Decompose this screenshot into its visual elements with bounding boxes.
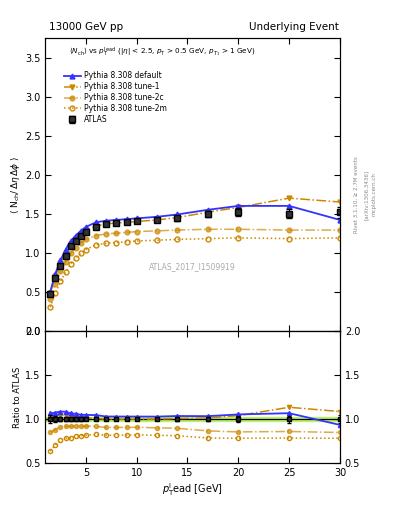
Pythia 8.308 tune-1: [48, 290, 53, 296]
Pythia 8.308 tune-1: [58, 260, 63, 266]
Pythia 8.308 tune-2c: [83, 237, 88, 243]
Pythia 8.308 tune-2m: [114, 240, 119, 246]
Pythia 8.308 tune-1: [114, 220, 119, 226]
Pythia 8.308 tune-1: [134, 219, 139, 225]
Pythia 8.308 tune-2m: [58, 279, 63, 285]
Pythia 8.308 tune-1: [104, 221, 108, 227]
Text: 13000 GeV pp: 13000 GeV pp: [49, 22, 123, 32]
Pythia 8.308 tune-1: [154, 217, 159, 223]
Pythia 8.308 tune-2c: [124, 229, 129, 236]
Pythia 8.308 tune-2c: [287, 227, 292, 233]
Y-axis label: Ratio to ATLAS: Ratio to ATLAS: [13, 366, 22, 428]
Pythia 8.308 default: [73, 232, 78, 239]
Pythia 8.308 tune-2m: [83, 246, 88, 252]
Text: Rivet 3.1.10, ≥ 2.7M events: Rivet 3.1.10, ≥ 2.7M events: [354, 156, 359, 233]
Pythia 8.308 tune-2c: [114, 230, 119, 236]
Pythia 8.308 tune-2m: [73, 255, 78, 261]
Pythia 8.308 tune-2m: [53, 290, 58, 296]
Pythia 8.308 tune-2c: [338, 227, 342, 233]
Pythia 8.308 default: [124, 216, 129, 222]
Text: mcplots.cern.ch: mcplots.cern.ch: [371, 173, 376, 217]
Pythia 8.308 tune-2c: [58, 268, 63, 274]
Pythia 8.308 default: [175, 211, 180, 218]
Pythia 8.308 default: [134, 216, 139, 222]
Pythia 8.308 default: [114, 217, 119, 223]
Pythia 8.308 default: [63, 246, 68, 252]
Bar: [45, 417, 340, 421]
Pythia 8.308 default: [206, 207, 210, 213]
Pythia 8.308 tune-1: [206, 209, 210, 215]
Pythia 8.308 default: [338, 217, 342, 223]
Pythia 8.308 tune-2m: [124, 239, 129, 245]
Pythia 8.308 tune-2m: [154, 237, 159, 243]
Pythia 8.308 tune-2c: [134, 228, 139, 234]
Pythia 8.308 tune-2c: [53, 281, 58, 287]
Pythia 8.308 tune-2m: [79, 250, 83, 257]
Y-axis label: $\langle$ N$_{\rm ch}$/$\,\Delta\eta\,\Delta\phi$ $\rangle$: $\langle$ N$_{\rm ch}$/$\,\Delta\eta\,\D…: [9, 155, 22, 214]
Text: Underlying Event: Underlying Event: [249, 22, 339, 32]
Pythia 8.308 tune-2c: [175, 227, 180, 233]
Pythia 8.308 tune-2m: [104, 240, 108, 246]
Pythia 8.308 default: [68, 238, 73, 244]
Line: Pythia 8.308 tune-2c: Pythia 8.308 tune-2c: [48, 227, 342, 302]
Pythia 8.308 default: [83, 224, 88, 230]
Pythia 8.308 tune-2m: [236, 235, 241, 241]
Pythia 8.308 tune-2c: [79, 240, 83, 246]
Pythia 8.308 tune-2m: [338, 235, 342, 241]
Pythia 8.308 tune-1: [68, 241, 73, 247]
X-axis label: $p_{\rm T}^{\rm l}$ead [GeV]: $p_{\rm T}^{\rm l}$ead [GeV]: [162, 481, 223, 498]
Pythia 8.308 default: [287, 203, 292, 209]
Pythia 8.308 tune-2c: [68, 250, 73, 257]
Pythia 8.308 tune-1: [63, 249, 68, 255]
Pythia 8.308 default: [58, 258, 63, 264]
Pythia 8.308 default: [48, 289, 53, 295]
Pythia 8.308 tune-2m: [94, 242, 98, 248]
Pythia 8.308 tune-1: [94, 223, 98, 229]
Pythia 8.308 default: [104, 218, 108, 224]
Line: Pythia 8.308 default: Pythia 8.308 default: [48, 203, 342, 294]
Pythia 8.308 tune-2c: [48, 296, 53, 303]
Text: ATLAS_2017_I1509919: ATLAS_2017_I1509919: [149, 262, 236, 271]
Pythia 8.308 default: [236, 203, 241, 209]
Pythia 8.308 tune-2m: [287, 236, 292, 242]
Pythia 8.308 tune-2c: [236, 226, 241, 232]
Line: Pythia 8.308 tune-2m: Pythia 8.308 tune-2m: [48, 236, 342, 310]
Pythia 8.308 tune-2m: [48, 304, 53, 310]
Pythia 8.308 default: [94, 219, 98, 225]
Pythia 8.308 tune-1: [287, 195, 292, 201]
Pythia 8.308 tune-2m: [206, 236, 210, 242]
Pythia 8.308 tune-1: [236, 204, 241, 210]
Pythia 8.308 default: [154, 214, 159, 220]
Pythia 8.308 tune-1: [175, 215, 180, 221]
Pythia 8.308 tune-2c: [63, 259, 68, 265]
Legend: Pythia 8.308 default, Pythia 8.308 tune-1, Pythia 8.308 tune-2c, Pythia 8.308 tu: Pythia 8.308 default, Pythia 8.308 tune-…: [64, 72, 167, 124]
Pythia 8.308 tune-1: [79, 231, 83, 237]
Pythia 8.308 tune-2m: [63, 269, 68, 275]
Pythia 8.308 tune-2m: [68, 261, 73, 267]
Pythia 8.308 tune-2c: [94, 232, 98, 239]
Pythia 8.308 tune-2c: [104, 231, 108, 237]
Pythia 8.308 default: [53, 271, 58, 277]
Pythia 8.308 tune-1: [53, 273, 58, 279]
Pythia 8.308 default: [79, 228, 83, 234]
Pythia 8.308 tune-1: [83, 227, 88, 233]
Text: $\langle N_{\rm ch}\rangle$ vs $p_{\rm T}^{\rm lead}$ ($|\eta|$ < 2.5, $p_{\rm T: $\langle N_{\rm ch}\rangle$ vs $p_{\rm T…: [69, 46, 255, 59]
Pythia 8.308 tune-2c: [154, 228, 159, 234]
Pythia 8.308 tune-2c: [206, 226, 210, 232]
Pythia 8.308 tune-1: [338, 199, 342, 205]
Pythia 8.308 tune-2m: [175, 237, 180, 243]
Pythia 8.308 tune-1: [124, 219, 129, 225]
Text: [arXiv:1306.3436]: [arXiv:1306.3436]: [364, 169, 369, 220]
Pythia 8.308 tune-1: [73, 236, 78, 242]
Pythia 8.308 tune-2m: [134, 238, 139, 244]
Pythia 8.308 tune-2c: [73, 245, 78, 251]
Line: Pythia 8.308 tune-1: Pythia 8.308 tune-1: [48, 196, 342, 295]
